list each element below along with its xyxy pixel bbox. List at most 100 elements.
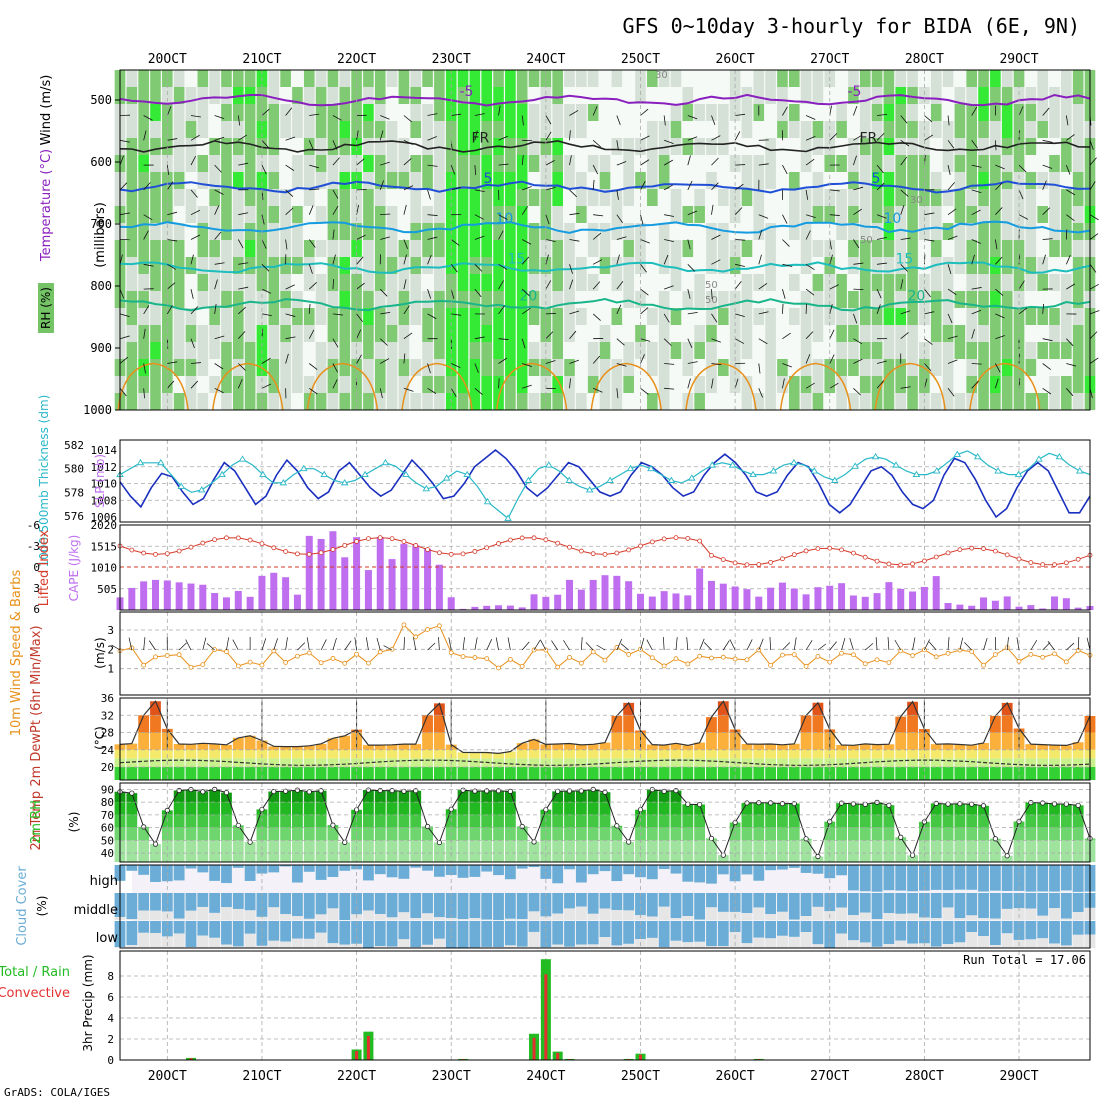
wind-barb: [711, 182, 719, 191]
rh-cell: [481, 274, 493, 291]
surface-wind-barb: [663, 637, 665, 651]
cloud-bar: [765, 893, 777, 915]
rh-cell: [871, 206, 883, 223]
rh-cell: [788, 189, 800, 206]
cape-bar: [211, 593, 219, 610]
rh-cell: [315, 155, 327, 172]
rh-cell: [173, 342, 185, 359]
cloud-bar: [706, 893, 717, 908]
rh-cell: [197, 291, 209, 308]
lifted-index-marker: [614, 550, 620, 556]
wind-barb: [711, 204, 714, 215]
rh-cell: [694, 325, 705, 342]
rh-cell: [564, 240, 575, 257]
rh-cell: [658, 172, 670, 189]
rh-cell: [658, 291, 670, 308]
rh-cell: [244, 121, 256, 138]
cloud-bar-gap: [741, 913, 753, 920]
wind-barb: [498, 305, 505, 315]
rh-cell: [990, 393, 1001, 410]
precip-convective-bar: [638, 1054, 642, 1060]
rh-cell: [576, 70, 587, 87]
rh-cell: [552, 393, 563, 410]
wind-speed-marker: [1016, 658, 1022, 664]
rh-cell: [126, 223, 138, 240]
wind-frame: [119, 611, 1091, 696]
rh-cell: [859, 393, 871, 410]
thickness-marker: [463, 470, 471, 478]
rh-cell: [930, 325, 942, 342]
wind-barb: [734, 207, 743, 215]
cloud-bar: [1072, 893, 1084, 913]
rh-cell: [859, 87, 871, 104]
rh-cell: [848, 138, 859, 155]
wind-barb: [664, 363, 675, 365]
slp-tick: 1006: [91, 511, 118, 524]
cloud-bar: [753, 921, 765, 938]
rh-cell: [185, 189, 197, 206]
wind-speed-marker: [957, 647, 963, 653]
rh-cell: [576, 121, 587, 138]
warm-contour: [306, 362, 379, 411]
rh-cell: [339, 172, 351, 189]
precip-convective-bar: [532, 1037, 536, 1060]
rh-cell: [682, 342, 694, 359]
rh-cell: [303, 376, 315, 393]
rh-cell: [658, 240, 670, 257]
wind-barb: [214, 189, 224, 195]
top-date-axis: 20OCT 21OCT 22OCT 23OCT 24OCT 25OCT 26OCT 27OCT…: [148, 52, 1039, 67]
rh-cell: [907, 121, 918, 138]
cloud-bar: [765, 921, 777, 939]
rh-cell: [895, 138, 907, 155]
thickness-marker: [871, 452, 880, 460]
bottom-date-label: 21OCT: [242, 1069, 281, 1084]
rh-cell: [221, 206, 232, 223]
rh-cell: [256, 291, 268, 308]
rh-cell: [552, 172, 563, 189]
rh-cell: [197, 223, 209, 240]
wind-barb: [687, 210, 698, 216]
wind-barb: [427, 363, 431, 374]
rh-cell: [812, 325, 824, 342]
contour-label: 10: [496, 211, 514, 227]
rh-cell: [138, 308, 149, 325]
rh-cell: [599, 376, 611, 393]
wind-barb: [261, 264, 270, 272]
cloud-bar: [126, 921, 138, 946]
rh-cell: [434, 206, 445, 223]
wind-barb: [1089, 214, 1099, 221]
cape-bar: [151, 579, 159, 610]
rh-cell: [942, 274, 954, 291]
rh-cell: [457, 155, 469, 172]
rh-cell: [564, 359, 575, 376]
rh-cell: [303, 87, 315, 104]
wind-barb: [403, 332, 413, 340]
surface-wind-barb: [448, 637, 452, 651]
wind-barb: [900, 237, 911, 240]
wind-barb: [876, 214, 887, 219]
rh-cell: [173, 325, 185, 342]
lifted-index-marker: [377, 535, 383, 541]
rh-cell: [1049, 274, 1060, 291]
wind-barb: [521, 155, 524, 166]
rh-cell: [481, 325, 493, 342]
wind-barb: [805, 189, 809, 200]
rh-cell: [788, 172, 800, 189]
rh-cell: [244, 138, 256, 155]
rh-cell: [753, 189, 765, 206]
rh-cell: [552, 189, 563, 206]
rh-cell: [528, 342, 540, 359]
rh-cell: [197, 359, 209, 376]
wind-barb: [616, 280, 624, 290]
rh-cell: [978, 223, 989, 240]
rh-marker: [531, 839, 537, 845]
lifted-index-marker: [862, 554, 868, 560]
wind-barb: [616, 115, 621, 126]
wind-barb: [261, 383, 272, 389]
wind-barb: [522, 186, 532, 191]
wind-barb: [853, 358, 863, 364]
wind-barb: [238, 306, 246, 315]
rh-cell: [1061, 104, 1072, 121]
rh-cell: [386, 376, 398, 393]
cloud-bar: [244, 865, 256, 881]
